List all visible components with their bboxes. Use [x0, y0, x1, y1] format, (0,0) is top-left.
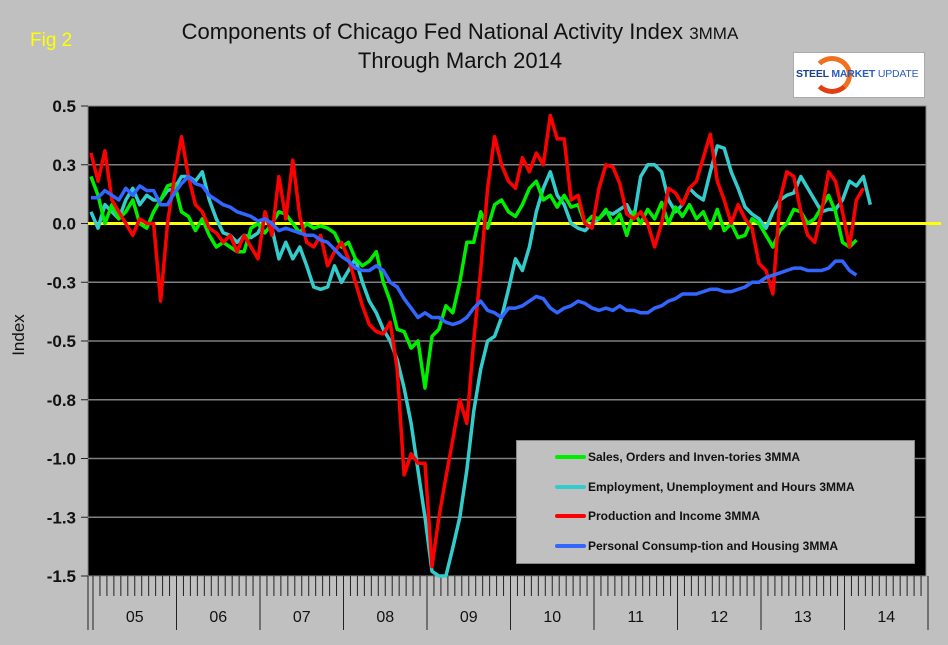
legend-swatch	[555, 455, 586, 459]
x-tick-label: 12	[710, 609, 728, 626]
logo-word-steel: STEEL	[796, 68, 829, 80]
title-line-2: Through March 2014	[357, 48, 563, 73]
x-tick-label: 10	[543, 609, 561, 626]
series-lines	[89, 113, 872, 578]
legend-item: Employment, Unemployment and Hours 3MMA	[555, 479, 855, 495]
logo-word-market: MARKET	[831, 68, 876, 80]
y-axis: 0.5 0.3 0.0 -0.3 -0.5 -0.8 -1.0 -1.3 -1.5	[47, 97, 88, 586]
x-tick-label: 09	[460, 609, 478, 626]
series-line-1	[89, 175, 858, 390]
legend-item: Sales, Orders and Inven-tories 3MMA	[555, 449, 800, 465]
gridlines	[88, 164, 926, 518]
y-tick-label: -0.3	[47, 273, 76, 292]
legend-swatch	[555, 514, 586, 518]
title-suffix: 3MMA	[689, 24, 739, 43]
legend-item: Production and Income 3MMA	[555, 508, 760, 524]
legend-swatch	[555, 484, 586, 489]
x-tick-label: 05	[126, 609, 144, 626]
x-tick-label: 06	[209, 609, 227, 626]
figure-label: Fig 2	[30, 30, 73, 51]
steel-market-update-logo: STEEL MARKET UPDATE	[793, 52, 925, 98]
x-tick-label: 08	[376, 609, 394, 626]
x-tick-label: 07	[293, 609, 311, 626]
y-tick-label: -1.0	[47, 450, 76, 469]
y-tick-label: 0.5	[52, 97, 76, 116]
y-tick-label: -0.8	[47, 391, 76, 410]
legend-swatch	[555, 543, 586, 548]
x-axis: 05 06 07 08 09 10 11 12 13 14	[87, 576, 929, 630]
legend-label: Sales, Orders and Inven-tories 3MMA	[588, 450, 801, 464]
logo-arc-icon	[812, 56, 852, 94]
legend: Sales, Orders and Inven-tories 3MMA Emplo…	[516, 440, 915, 564]
legend-label: Production and Income 3MMA	[588, 509, 761, 523]
legend-label: Personal Consump-tion and Housing 3MMA	[588, 538, 839, 553]
y-tick-label: -1.3	[47, 508, 76, 527]
title-line-1: Components of Chicago Fed National Activ…	[90, 18, 830, 47]
y-tick-label: -1.5	[47, 567, 76, 586]
legend-item: Personal Consump-tion and Housing 3MMA	[555, 538, 838, 554]
logo-word-update: UPDATE	[877, 68, 919, 80]
logo-text: STEEL MARKET UPDATE	[796, 68, 919, 80]
y-tick-label: 0.0	[52, 215, 76, 234]
legend-label: Employment, Unemployment and Hours 3MMA	[588, 479, 855, 494]
y-axis-title: Index	[9, 314, 28, 356]
y-tick-label: 0.3	[52, 156, 76, 175]
x-tick-label: 13	[794, 609, 812, 626]
series-line-2	[89, 144, 872, 578]
title-main: Components of Chicago Fed National Activ…	[181, 19, 684, 44]
series-line-4	[91, 174, 858, 327]
y-tick-label: -0.5	[47, 332, 76, 351]
chart-title: Components of Chicago Fed National Activ…	[90, 18, 830, 74]
x-tick-label: 14	[877, 609, 895, 626]
x-tick-label: 11	[627, 609, 644, 626]
